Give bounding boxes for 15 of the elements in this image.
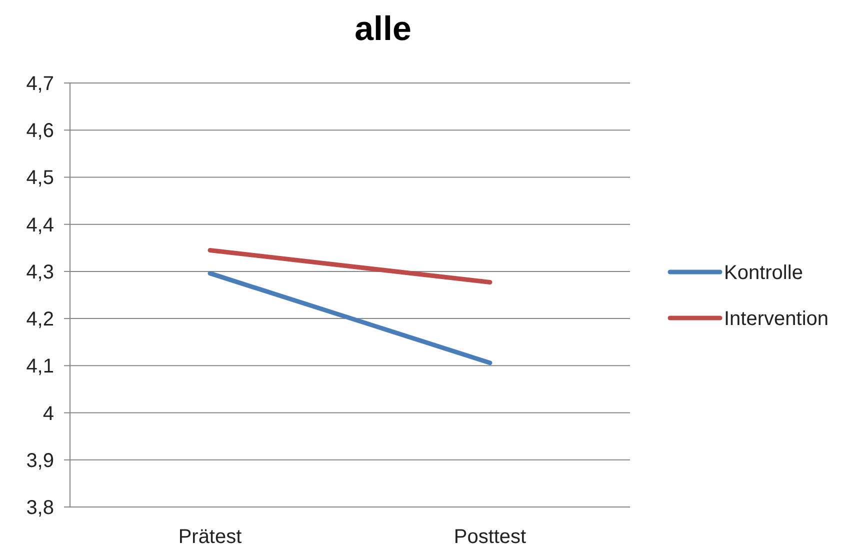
y-tick-label: 4,3	[26, 261, 54, 284]
y-tick-label: 4,4	[26, 214, 54, 236]
x-tick-label: Posttest	[454, 526, 527, 548]
legend-label: Intervention	[724, 308, 829, 330]
y-tick-label: 3,8	[26, 497, 54, 519]
y-tick-label: 4,1	[26, 356, 54, 378]
y-tick-label: 4	[42, 402, 54, 425]
y-tick-label: 4,5	[26, 167, 54, 190]
y-tick-label: 4,6	[26, 120, 54, 142]
y-tick-label: 3,9	[26, 450, 54, 472]
x-tick-label: Prätest	[178, 526, 242, 548]
y-tick-label: 4,2	[26, 308, 54, 331]
y-tick-label: 4,7	[26, 73, 54, 95]
legend-label: Kontrolle	[724, 262, 803, 284]
chart-title: alle	[354, 10, 412, 48]
